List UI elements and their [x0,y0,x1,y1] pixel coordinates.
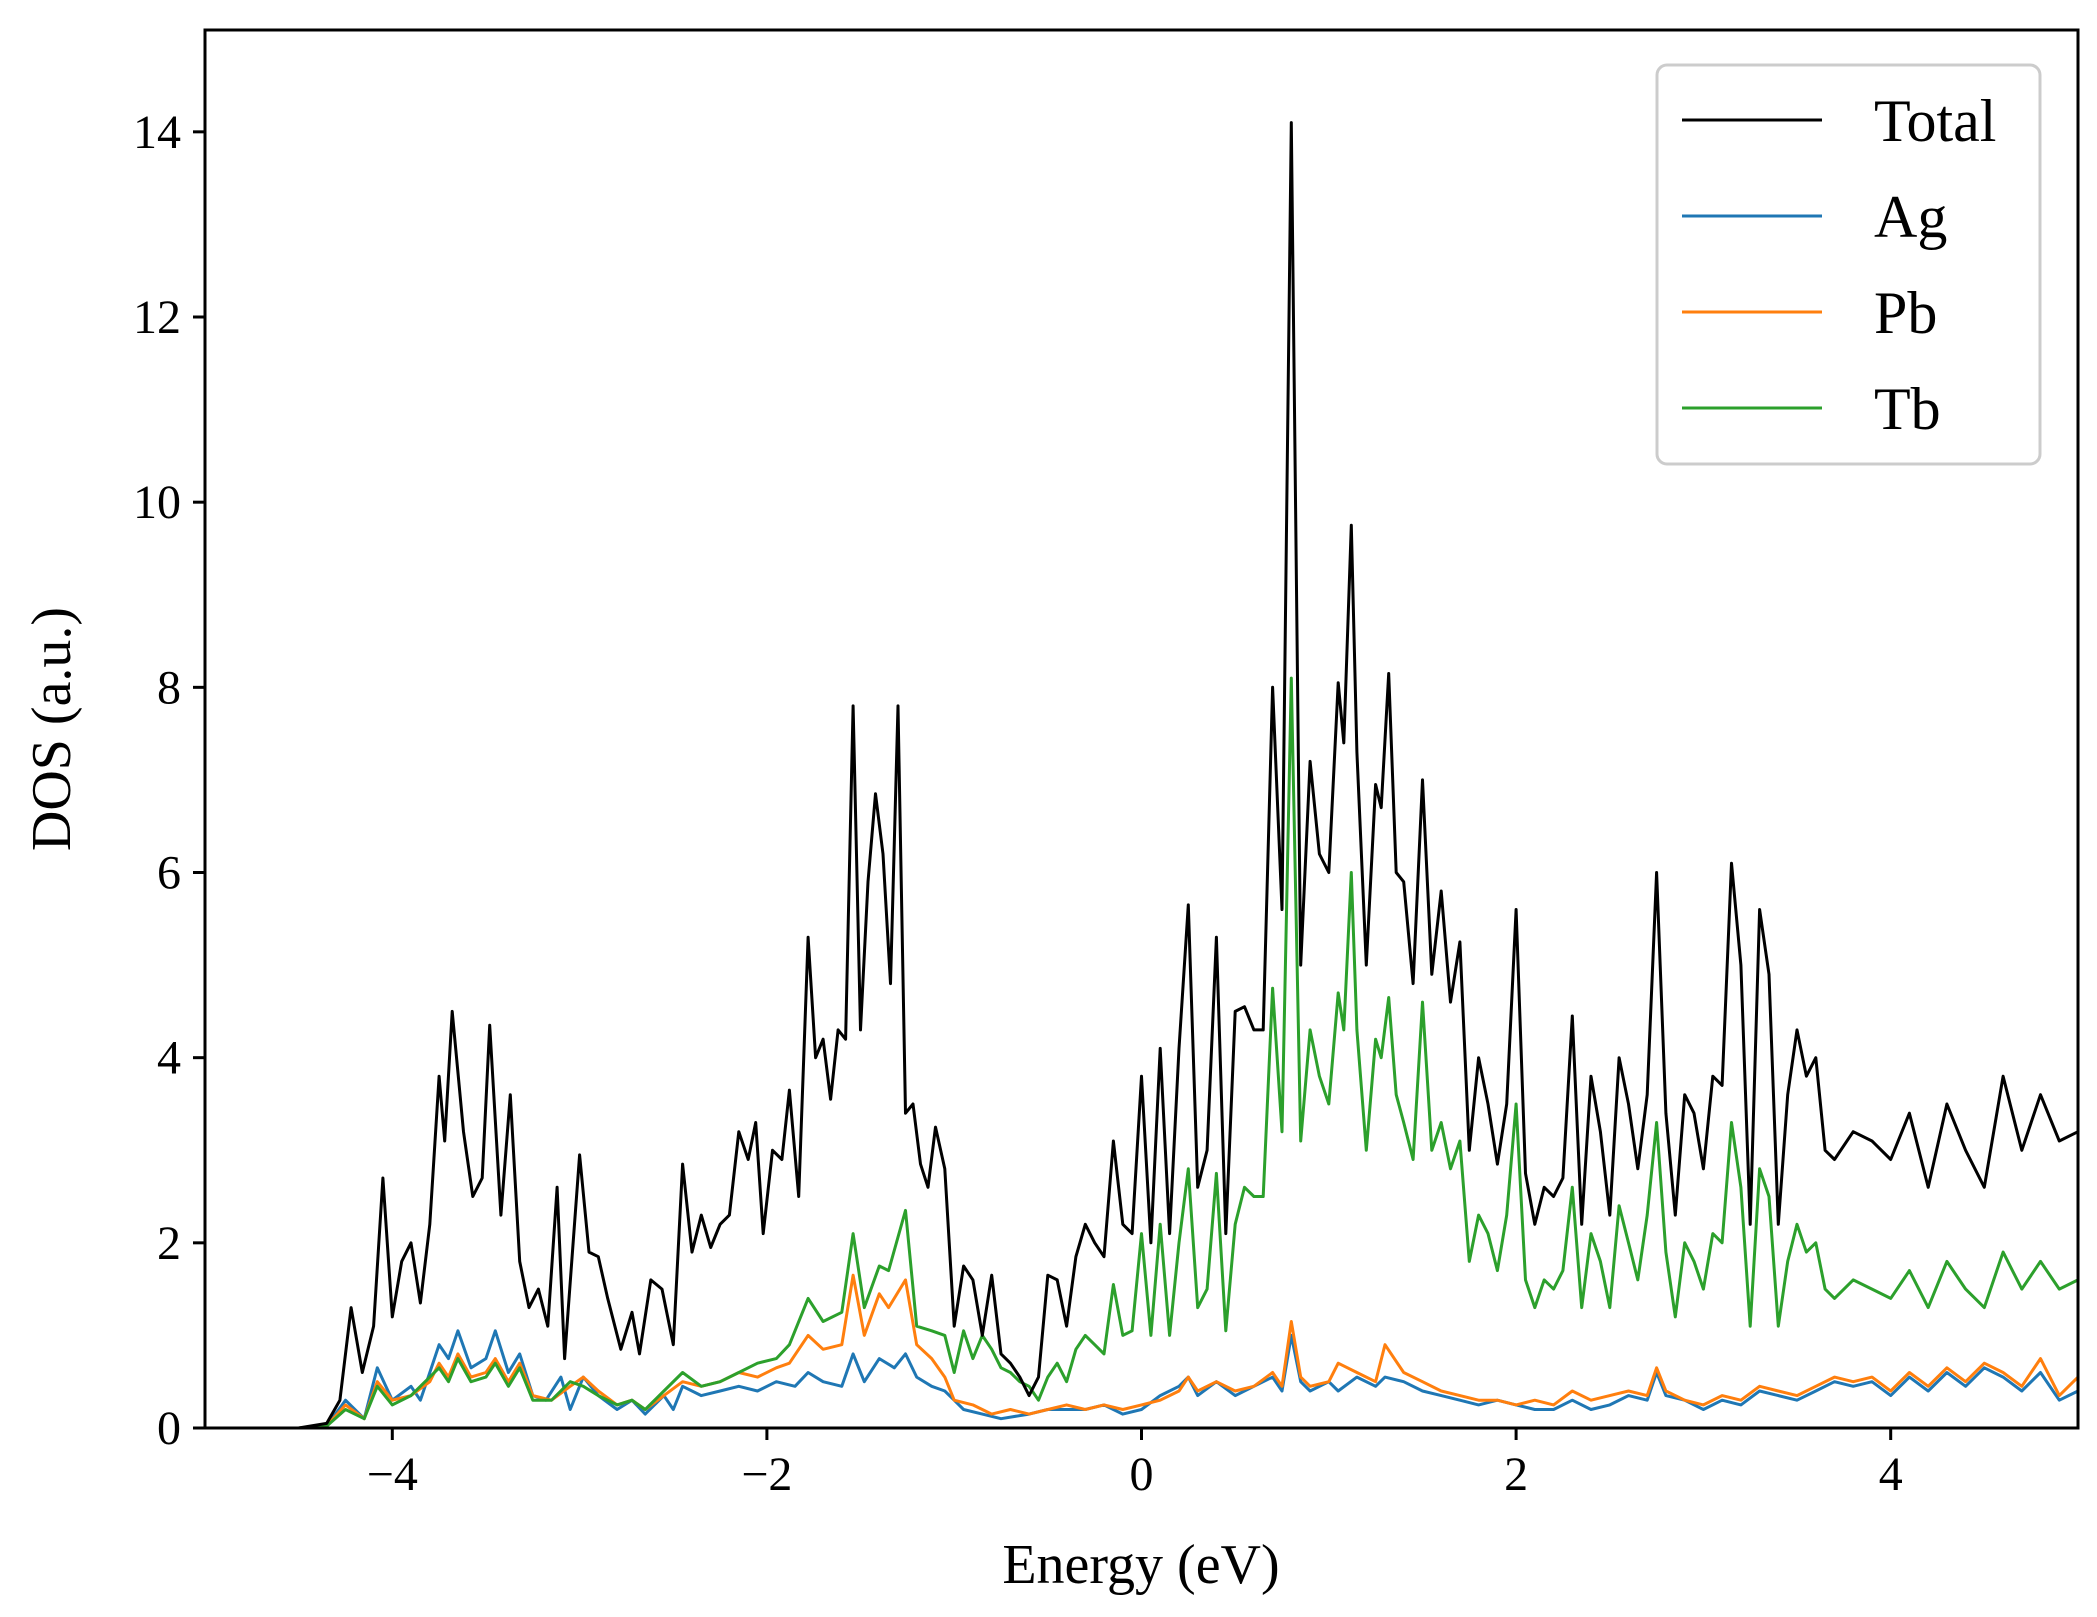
y-tick-label: 2 [157,1217,181,1270]
series-line-total [203,121,2080,1430]
legend-label-ag: Ag [1874,184,1947,250]
y-tick-label: 8 [157,661,181,714]
series-line-tb [203,676,2080,1430]
x-tick-label: 4 [1879,1448,1903,1501]
y-tick-label: 0 [157,1402,181,1455]
x-tick-label: 0 [1130,1448,1154,1501]
y-axis-label: DOS (a.u.) [21,607,83,851]
y-tick-label: 14 [133,106,181,159]
y-tick-label: 12 [133,291,181,344]
x-axis-label: Energy (eV) [1002,1534,1279,1596]
legend-entries: Total Ag Pb Tb [1682,88,1996,442]
y-tick-label: 6 [157,847,181,900]
x-tick-label: 2 [1504,1448,1528,1501]
series-layer [203,121,2080,1430]
legend: Total Ag Pb Tb [1655,63,2042,466]
legend-label-total: Total [1874,88,1996,154]
y-tick-label: 10 [133,476,181,529]
legend-label-tb: Tb [1874,376,1941,442]
x-tick-label: −2 [741,1448,792,1501]
x-tick-label: −4 [367,1448,418,1501]
legend-box [1655,63,2042,466]
y-tick-label: 4 [157,1032,181,1085]
tick-layer: −4 −2 0 2 4 0 2 4 6 8 10 12 14 [133,106,1903,1501]
legend-label-pb: Pb [1874,280,1937,346]
